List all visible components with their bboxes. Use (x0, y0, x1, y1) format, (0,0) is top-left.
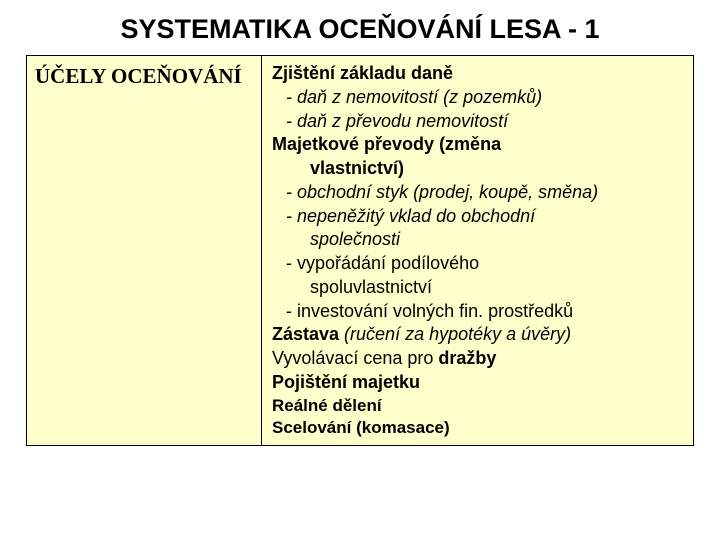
right-column: Zjištění základu daně - daň z nemovitost… (262, 56, 693, 445)
r-line-3: - daň z převodu nemovitostí (272, 110, 683, 134)
r-line-4: Majetkové převody (změna (272, 133, 683, 157)
r-line-6: - obchodní styk (prodej, koupě, směna) (272, 181, 683, 205)
content-table: ÚČELY OCEŇOVÁNÍ Zjištění základu daně - … (26, 55, 694, 446)
r-line-13: Vyvolávací cena pro dražby (272, 347, 683, 371)
left-heading: ÚČELY OCEŇOVÁNÍ (35, 64, 253, 89)
r-line-15: Reálné dělení (272, 395, 683, 417)
r-line-11: - investování volných fin. prostředků (272, 300, 683, 324)
slide-title: SYSTEMATIKA OCEŇOVÁNÍ LESA - 1 (26, 14, 694, 45)
r-line-7: - nepeněžitý vklad do obchodní (272, 205, 683, 229)
r-line-9: - vypořádání podílového (272, 252, 683, 276)
r-line-1: Zjištění základu daně (272, 62, 683, 86)
r-line-10: spoluvlastnictví (272, 276, 683, 300)
r-line-16: Scelování (komasace) (272, 417, 683, 439)
r-line-14: Pojištění majetku (272, 371, 683, 395)
r-line-2: - daň z nemovitostí (z pozemků) (272, 86, 683, 110)
r-line-8: společnosti (272, 228, 683, 252)
left-column: ÚČELY OCEŇOVÁNÍ (27, 56, 262, 445)
r-line-12: Zástava (ručení za hypotéky a úvěry) (272, 323, 683, 347)
r-line-5: vlastnictví) (272, 157, 683, 181)
